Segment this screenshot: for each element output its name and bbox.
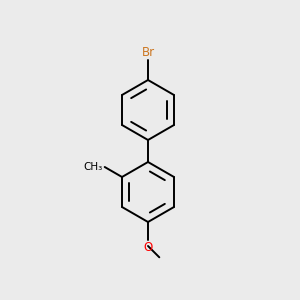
- Text: Br: Br: [141, 46, 154, 59]
- Text: CH₃: CH₃: [83, 162, 103, 172]
- Text: O: O: [143, 241, 153, 254]
